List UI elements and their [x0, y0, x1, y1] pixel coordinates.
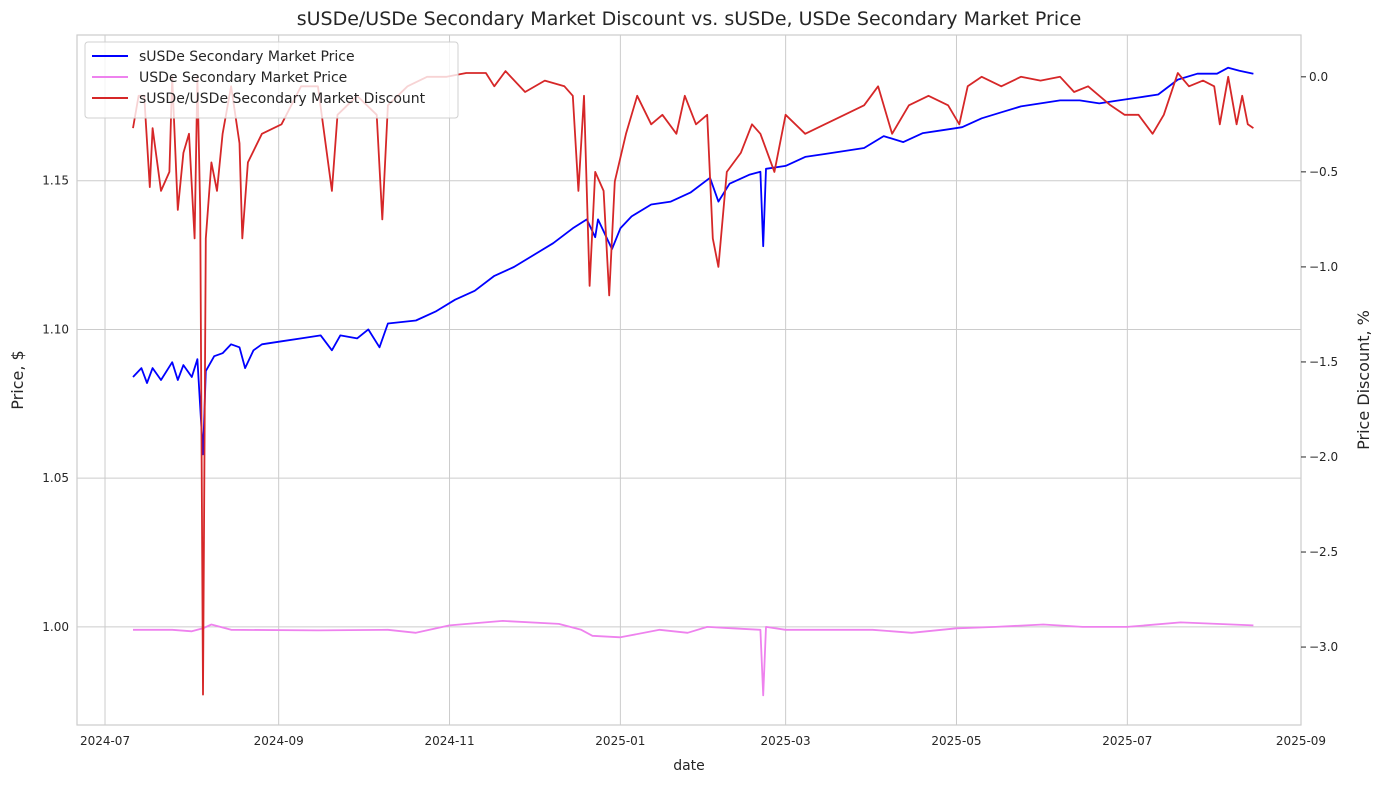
right-tick-label: −1.0: [1309, 260, 1338, 274]
left-axis-label: Price, $: [8, 350, 27, 409]
x-axis-label: date: [673, 758, 705, 774]
left-tick-label: 1.05: [42, 471, 69, 485]
x-tick-label: 2025-05: [931, 734, 981, 748]
series-line-0: [132, 66, 1254, 456]
legend-box: [84, 41, 459, 119]
x-tick-label: 2025-07: [1102, 734, 1152, 748]
right-tick-label: 0.0: [1309, 70, 1328, 84]
plot-frame: [76, 34, 1302, 726]
series-line-1: [133, 620, 1254, 697]
left-tick-label: 1.15: [42, 174, 69, 188]
right-axis-ticks: 0.0 −0.5 −1.0 −1.5 −2.0 −2.5 −3.0: [1301, 70, 1338, 654]
x-tick-label: 2024-07: [80, 734, 130, 748]
left-tick-label: 1.00: [42, 620, 69, 634]
x-tick-label: 2025-03: [761, 734, 811, 748]
left-tick-label: 1.10: [42, 322, 69, 336]
right-tick-label: −2.0: [1309, 450, 1338, 464]
right-tick-label: −3.0: [1309, 640, 1338, 654]
x-tick-label: 2024-11: [424, 734, 474, 748]
right-axis-label: Price Discount, %: [1354, 310, 1373, 450]
x-axis-ticks: 2024-07 2024-09 2024-11 2025-01 2025-03 2025-…: [80, 734, 1326, 748]
legend-label-1: USDe Secondary Market Price: [139, 70, 347, 86]
legend-label-0: sUSDe Secondary Market Price: [139, 49, 355, 65]
legend: sUSDe Secondary Market Price USDe Seconda…: [84, 41, 459, 119]
legend-label-2: sUSDe/USDe Secondary Market Discount: [139, 91, 426, 107]
x-tick-label: 2025-09: [1276, 734, 1326, 748]
series-lines: [132, 66, 1254, 697]
right-tick-label: −1.5: [1309, 355, 1338, 369]
left-axis-ticks: 1.00 1.05 1.10 1.15: [42, 174, 69, 634]
series-line-2: [132, 70, 1254, 696]
x-tick-label: 2025-01: [595, 734, 645, 748]
x-tick-label: 2024-09: [254, 734, 304, 748]
right-tick-label: −2.5: [1309, 545, 1338, 559]
right-tick-label: −0.5: [1309, 165, 1338, 179]
chart-title: sUSDe/USDe Secondary Market Discount vs.…: [297, 8, 1082, 30]
